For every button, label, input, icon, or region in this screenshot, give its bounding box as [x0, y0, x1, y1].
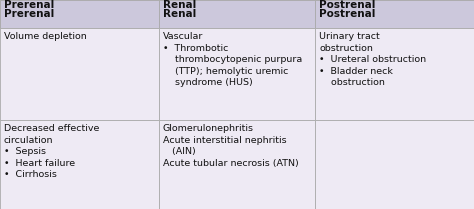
Text: Vascular
•  Thrombotic
    thrombocytopenic purpura
    (TTP); hemolytic uremic
: Vascular • Thrombotic thrombocytopenic p… — [163, 32, 302, 87]
Bar — [159, 28, 315, 120]
Text: Postrenal: Postrenal — [319, 9, 375, 19]
Bar — [159, 120, 315, 209]
Bar — [315, 0, 474, 28]
Bar — [315, 0, 474, 28]
Text: Renal: Renal — [163, 0, 196, 10]
Bar — [315, 120, 474, 209]
Bar — [159, 0, 315, 28]
Bar — [0, 28, 159, 120]
Bar — [315, 28, 474, 120]
Text: Glomerulonephritis
Acute interstitial nephritis
   (AIN)
Acute tubular necrosis : Glomerulonephritis Acute interstitial ne… — [163, 124, 298, 168]
Bar — [159, 0, 315, 28]
Bar — [0, 0, 159, 28]
Bar — [0, 120, 159, 209]
Text: Renal: Renal — [163, 9, 196, 19]
Text: Prerenal: Prerenal — [4, 9, 54, 19]
Text: Urinary tract
obstruction
•  Ureteral obstruction
•  Bladder neck
    obstructio: Urinary tract obstruction • Ureteral obs… — [319, 32, 426, 87]
Bar — [0, 0, 159, 28]
Text: Decreased effective
circulation
•  Sepsis
•  Heart failure
•  Cirrhosis: Decreased effective circulation • Sepsis… — [4, 124, 99, 179]
Text: Prerenal: Prerenal — [4, 0, 54, 10]
Text: Volume depletion: Volume depletion — [4, 32, 87, 41]
Text: Postrenal: Postrenal — [319, 0, 375, 10]
